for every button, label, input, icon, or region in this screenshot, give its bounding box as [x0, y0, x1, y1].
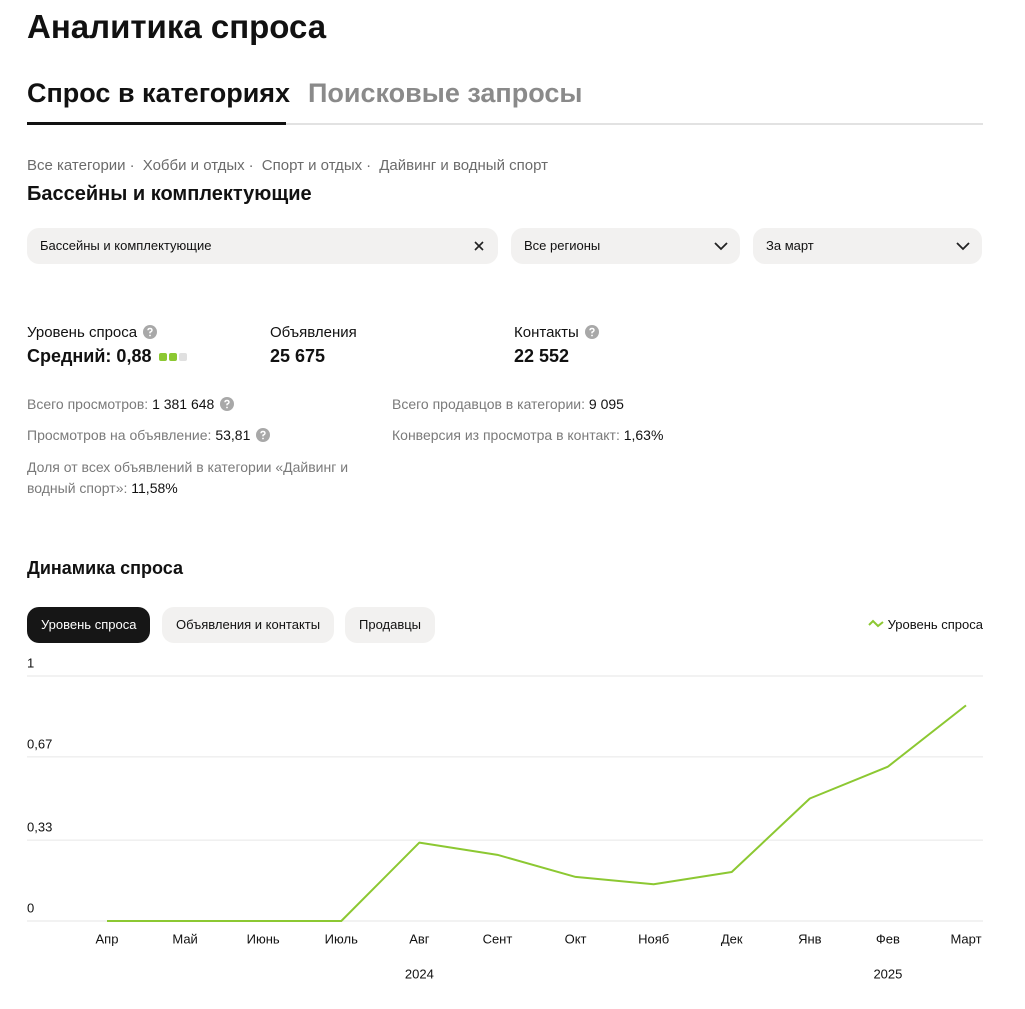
chevron-icon — [714, 242, 728, 251]
help-icon[interactable] — [143, 325, 158, 339]
help-icon[interactable] — [256, 428, 271, 442]
category-title: Бассейны и комплектующие — [27, 183, 312, 205]
filter-value: Бассейны и комплектующие — [40, 238, 212, 253]
label-text: Уровень спроса — [27, 324, 138, 341]
separator: · — [248, 157, 254, 174]
x-tick-label: Март — [950, 931, 981, 946]
chart-toggle[interactable]: Объявления и контакты — [162, 607, 335, 643]
x-tick-label: Окт — [565, 931, 587, 946]
x-tick-label: Май — [172, 931, 197, 946]
legend: Уровень спроса — [867, 617, 983, 632]
stat-label: Просмотров на объявление: — [27, 427, 212, 443]
stat: Всего продавцов в категории: 9 095 — [392, 396, 624, 412]
filter-value: Все регионы — [524, 238, 601, 253]
help-icon[interactable] — [584, 325, 599, 339]
metric-value: Средний: 0,88 — [27, 346, 189, 367]
page-title: Аналитика спроса — [27, 8, 327, 45]
period-filter[interactable]: За март — [753, 228, 982, 264]
chevron-icon — [956, 242, 970, 251]
x-tick-label: Июль — [325, 931, 358, 946]
x-tick-label: Янв — [798, 931, 822, 946]
stat: Конверсия из просмотра в контакт: 1,63% — [392, 427, 663, 443]
year-label: 2024 — [405, 966, 434, 981]
breadcrumb[interactable]: Все категории — [27, 157, 126, 174]
breadcrumb[interactable]: Дайвинг и водный спорт — [379, 157, 548, 174]
region-filter[interactable]: Все регионы — [511, 228, 740, 264]
section-title: Динамика спроса — [27, 558, 184, 578]
stat-value: 53,81 — [215, 427, 251, 443]
breadcrumbs: Все категории · Хобби и отдых · Спорт и от… — [27, 157, 552, 174]
x-tick-label: Апр — [96, 931, 119, 946]
clear-icon[interactable] — [472, 239, 486, 253]
metric-label: Уровень спроса — [27, 324, 158, 341]
x-tick-label: Нояб — [638, 931, 669, 946]
chart-toggle[interactable]: Продавцы — [345, 607, 436, 643]
help-icon[interactable] — [220, 397, 235, 411]
y-tick-label: 1 — [27, 655, 34, 670]
metric-value: 25 675 — [270, 346, 326, 366]
stat-value: 9 095 — [588, 396, 624, 412]
tab[interactable]: Поисковые запросы — [308, 78, 583, 108]
breadcrumb[interactable]: Хобби и отдых — [142, 157, 245, 174]
stat-label: Всего продавцов в категории: — [392, 396, 585, 412]
tab-divider — [27, 123, 983, 125]
legend-label: Уровень спроса — [887, 617, 983, 632]
stat-label: Доля от всех объявлений в категории «Дай… — [27, 459, 349, 496]
x-tick-label: Июнь — [247, 931, 280, 946]
chart: 0 0,33 0,67 1 Апр Май Июнь Июль Авг Сент Окт Нояб Де… — [27, 655, 983, 981]
metric-label: Объявления — [270, 324, 357, 341]
separator: · — [129, 157, 135, 174]
x-tick-label: Дек — [721, 931, 743, 946]
chart-toggle[interactable]: Уровень спроса — [27, 607, 151, 643]
x-tick-label: Сент — [483, 931, 513, 946]
stat-value: 1,63% — [623, 427, 664, 443]
stat-label: Всего просмотров: — [27, 396, 149, 412]
line — [107, 704, 967, 922]
label-text: Контакты — [514, 324, 579, 341]
x-tick-label: Авг — [409, 931, 430, 946]
stat: Доля от всех объявлений в категории «Дай… — [27, 457, 382, 499]
stat-label: Конверсия из просмотра в контакт: — [392, 427, 620, 443]
x-tick-label: Фев — [876, 931, 900, 946]
y-tick-label: 0 — [27, 900, 34, 915]
value-text: Средний: 0,88 — [27, 346, 152, 366]
metric-value: 22 552 — [514, 346, 570, 366]
metric-label: Контакты — [514, 324, 599, 341]
stat: Просмотров на объявление: 53,81 — [27, 427, 271, 443]
category-filter[interactable]: Бассейны и комплектующие — [27, 228, 498, 264]
y-tick-label: 0,33 — [27, 820, 52, 835]
legend-icon — [867, 619, 884, 628]
separator: · — [366, 157, 372, 174]
level-indicator — [159, 353, 188, 361]
year-label: 2025 — [873, 966, 902, 981]
tab[interactable]: Спрос в категориях — [27, 78, 291, 108]
breadcrumb[interactable]: Спорт и отдых — [261, 157, 363, 174]
stat: Всего просмотров: 1 381 648 — [27, 396, 235, 412]
stat-value: 1 381 648 — [152, 396, 215, 412]
filter-value: За март — [766, 238, 814, 253]
tab-indicator — [27, 122, 286, 125]
stat-value: 11,58% — [131, 480, 178, 496]
y-tick-label: 0,67 — [27, 736, 52, 751]
